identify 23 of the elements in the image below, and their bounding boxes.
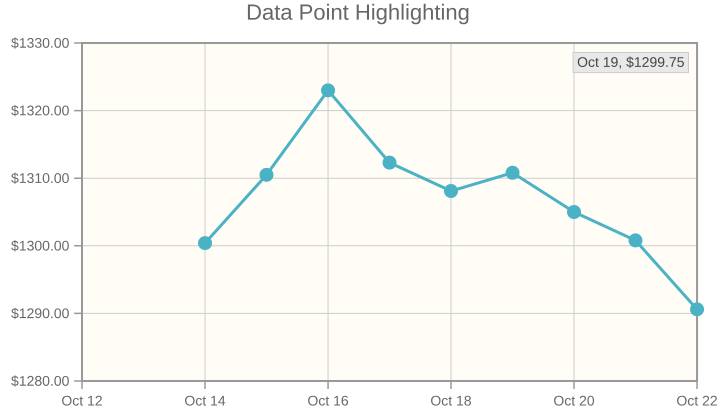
x-tick-label: Oct 18 bbox=[431, 396, 471, 406]
point bbox=[567, 205, 582, 220]
y-tick-label: $1300.00 bbox=[11, 240, 69, 252]
point bbox=[628, 233, 642, 248]
y-tick-label: $1310.00 bbox=[11, 172, 69, 184]
point bbox=[382, 156, 397, 170]
y-tick-label: $1320.00 bbox=[11, 104, 69, 116]
x-tick-label: Oct 20 bbox=[554, 396, 594, 406]
point bbox=[321, 83, 336, 98]
point bbox=[259, 168, 274, 182]
chart-title: Data Point Highlighting bbox=[248, 4, 468, 24]
point bbox=[444, 184, 458, 198]
point bbox=[690, 302, 704, 316]
y-tick-label: $1330.00 bbox=[11, 37, 69, 49]
x-tick-label: Oct 12 bbox=[62, 396, 102, 406]
y-tick-label: $1290.00 bbox=[11, 308, 69, 320]
point bbox=[506, 166, 520, 180]
x-tick-label: Oct 16 bbox=[308, 396, 348, 406]
x-tick-label: Oct 22 bbox=[677, 396, 717, 406]
point bbox=[198, 236, 212, 250]
y-tick-label: $1280.00 bbox=[11, 375, 69, 387]
annotation: Oct 19, $1299.75 bbox=[578, 56, 684, 69]
x-tick-label: Oct 14 bbox=[185, 396, 226, 406]
